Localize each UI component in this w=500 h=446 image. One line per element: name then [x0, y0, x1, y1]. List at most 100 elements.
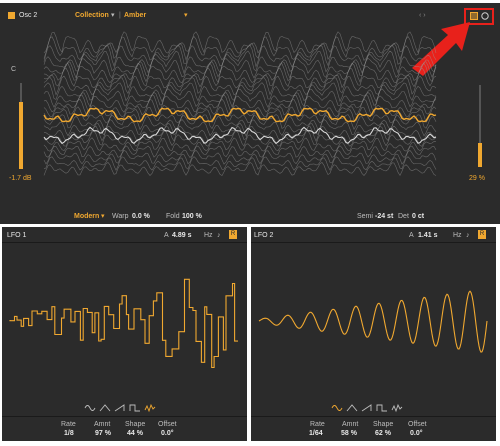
preset-dropdown[interactable]: Amber ▾: [124, 11, 194, 20]
sine-shape-icon[interactable]: [331, 404, 343, 412]
wavetable-frame: [43, 149, 437, 165]
lfo1-shape-value[interactable]: 44 %: [127, 430, 143, 437]
lfo2-header-divider: [251, 242, 496, 243]
lfo1-a-label: A: [164, 232, 169, 239]
lfo1-param-label: Amnt: [94, 421, 111, 428]
wavetable-frame: [43, 44, 437, 68]
gain-fader[interactable]: [19, 83, 23, 169]
wavetable-frame: [43, 145, 437, 158]
wavetable-current-frame: [43, 107, 437, 123]
semi-label: Semi: [357, 213, 373, 220]
lfo1-waveform: [9, 278, 238, 369]
lfo1-hz-label[interactable]: Hz: [204, 232, 213, 239]
lfo2-param-label: Rate: [310, 421, 325, 428]
lfo2-shape-value[interactable]: 62 %: [375, 430, 391, 437]
mode-dropdown[interactable]: Modern ▾: [74, 212, 114, 221]
warp-label: Warp: [112, 213, 129, 220]
lfo1-trace: [9, 278, 238, 369]
wavetable-frame: [43, 156, 437, 171]
wavetable-frame: [43, 137, 437, 152]
osc-title: Osc 2: [19, 12, 38, 19]
view-buttons-highlight: [464, 8, 494, 25]
wavetable-frame: [44, 125, 437, 142]
random-shape-icon[interactable]: [391, 403, 403, 413]
lfo2-a-value[interactable]: 1.41 s: [418, 232, 438, 239]
wavetable-frame: [43, 67, 437, 89]
collection-label: Collection: [75, 12, 109, 19]
mix-value: 29 %: [469, 175, 485, 182]
lfo1-amount-value[interactable]: 97 %: [95, 430, 111, 437]
lfo2-param-label: Shape: [373, 421, 394, 428]
lfo2-title: LFO 2: [254, 232, 274, 239]
lfo2-amount-value[interactable]: 58 %: [341, 430, 357, 437]
lfo2-waveform: [258, 290, 488, 353]
lfo1-param-label: Rate: [61, 421, 76, 428]
saw-shape-icon[interactable]: [114, 404, 125, 412]
mix-fader-fill: [478, 143, 482, 167]
wavetable-frame: [43, 130, 437, 147]
gain-value: -1.7 dB: [9, 175, 32, 182]
wavetable-frame: [43, 161, 437, 177]
gain-fader-fill: [19, 101, 23, 169]
left-right-arrows-icon[interactable]: ‹ ›: [419, 12, 426, 19]
lfo2-param-label: Offset: [408, 421, 427, 428]
lfo1-panel: LFO 1 A 4.89 s Hz ♪ R Rate Amnt Shape Of…: [2, 227, 247, 441]
mix-fader-track: [479, 85, 481, 167]
wavetable-frame: [43, 94, 437, 114]
lfo1-shape-selector[interactable]: [84, 403, 165, 413]
wavetable-frame: [43, 88, 437, 109]
lfo2-param-label: Amnt: [342, 421, 359, 428]
lfo1-header-divider: [2, 242, 247, 243]
lfo1-param-label: Shape: [125, 421, 146, 428]
lfo2-trace: [258, 290, 488, 353]
random-shape-icon[interactable]: [144, 403, 156, 413]
oscillator-panel: Osc 2 Collection ▾ | Amber ▾ ‹ › C -1.7 …: [0, 3, 500, 224]
lfo1-params-divider: [2, 416, 247, 417]
wavetable-frame: [43, 50, 437, 75]
wavetable-display: [43, 31, 437, 177]
det-value[interactable]: 0 ct: [412, 213, 425, 220]
mode-value: Modern: [74, 213, 100, 220]
lfo2-retrigger-button[interactable]: R: [478, 230, 486, 239]
lfo1-a-value[interactable]: 4.89 s: [172, 232, 192, 239]
chevron-down-icon: ▾: [184, 12, 188, 19]
triangle-shape-icon[interactable]: [99, 404, 111, 412]
chevron-down-icon: ▾: [111, 12, 115, 19]
lfo2-panel: LFO 2 A 1.41 s Hz ♪ R Rate Amnt Shape Of…: [251, 227, 496, 441]
saw-shape-icon[interactable]: [361, 404, 372, 412]
wavetable-frame: [43, 31, 437, 54]
lfo2-offset-value[interactable]: 0.0°: [410, 430, 423, 437]
lfo2-params-divider: [251, 416, 496, 417]
warp-value[interactable]: 0.0 %: [132, 213, 150, 220]
chevron-down-icon: ▾: [101, 213, 105, 220]
list-view-icon[interactable]: [470, 12, 478, 20]
fold-label: Fold: [166, 213, 180, 220]
circle-view-icon[interactable]: [481, 12, 489, 20]
square-shape-icon[interactable]: [376, 404, 387, 412]
lfo1-rate-value[interactable]: 1/8: [64, 430, 74, 437]
note-label: C: [11, 66, 17, 73]
mix-fader[interactable]: [478, 85, 482, 167]
lfo1-offset-value[interactable]: 0.0°: [161, 430, 174, 437]
music-note-icon[interactable]: ♪: [466, 232, 470, 239]
wavetable-frame: [43, 35, 437, 61]
music-note-icon[interactable]: ♪: [217, 232, 221, 239]
lfo2-shape-selector[interactable]: [331, 403, 412, 413]
wavetable-frame: [43, 82, 436, 103]
wavetable-frame: [43, 62, 437, 84]
lfo2-hz-label[interactable]: Hz: [453, 232, 462, 239]
osc-toggle[interactable]: [8, 12, 15, 19]
square-shape-icon[interactable]: [129, 404, 140, 412]
divider: |: [119, 12, 121, 19]
lfo2-rate-value[interactable]: 1/64: [309, 430, 323, 437]
collection-dropdown[interactable]: Collection ▾: [75, 11, 120, 20]
sine-shape-icon[interactable]: [84, 404, 96, 412]
triangle-shape-icon[interactable]: [346, 404, 358, 412]
lfo1-param-label: Offset: [158, 421, 177, 428]
det-label: Det: [398, 213, 409, 220]
lfo1-retrigger-button[interactable]: R: [229, 230, 237, 239]
wavetable-frame: [43, 119, 437, 137]
lfo2-a-label: A: [409, 232, 414, 239]
semi-value[interactable]: -24 st: [375, 213, 394, 220]
fold-value[interactable]: 100 %: [182, 213, 202, 220]
